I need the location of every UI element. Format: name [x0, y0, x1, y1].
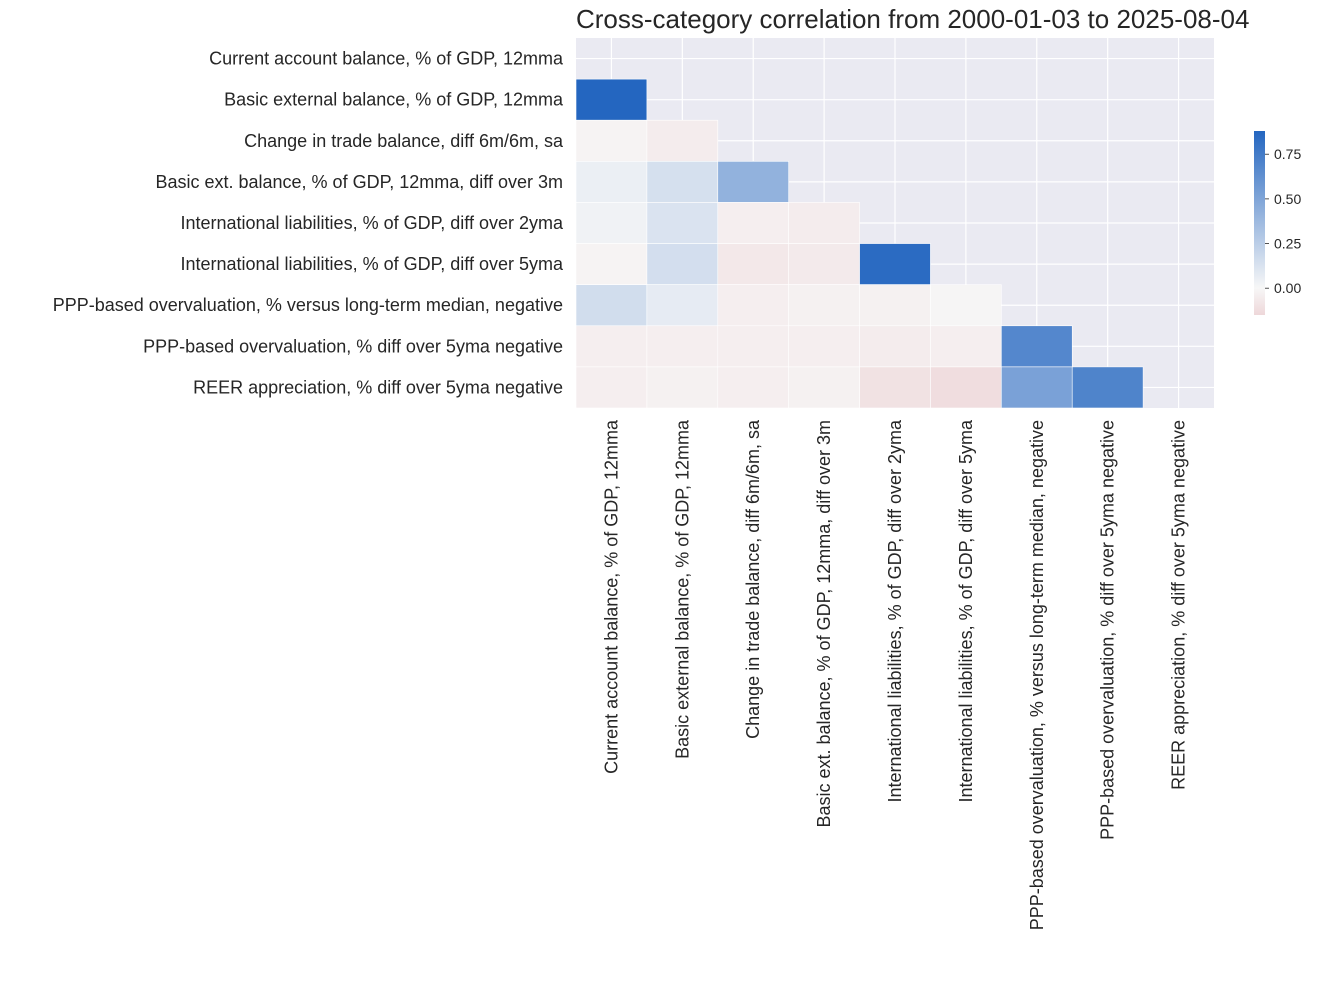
heatmap-cell-r4-c2: International liabilities, % of GDP, dif…	[717, 202, 789, 244]
heatmap-cell-r6-c4: PPP-based overvaluation, % versus long-t…	[859, 284, 931, 327]
colorbar-gradient	[1254, 131, 1265, 315]
column-label: International liabilities, % of GDP, dif…	[885, 419, 905, 803]
column-label: Basic external balance, % of GDP, 12mma	[672, 419, 692, 759]
heatmap-cell-r7-c5: PPP-based overvaluation, % diff over 5ym…	[930, 325, 1002, 368]
row-label: Change in trade balance, diff 6m/6m, sa	[244, 131, 564, 151]
column-label: Basic ext. balance, % of GDP, 12mma, dif…	[814, 420, 834, 828]
colorbar-tick-label: 0.25	[1274, 236, 1301, 252]
heatmap-cell-r6-c0: PPP-based overvaluation, % versus long-t…	[575, 284, 648, 327]
colorbar-tick-label: 0.00	[1274, 280, 1301, 296]
row-label: Current account balance, % of GDP, 12mma	[209, 49, 564, 69]
row-labels: Current account balance, % of GDP, 12mma…	[53, 49, 564, 398]
heatmap-cell-r1-c0: Basic external balance, % of GDP, 12mma …	[575, 78, 648, 121]
heatmap-cell-r8-c0: REER appreciation, % diff over 5yma nega…	[575, 366, 648, 409]
column-labels: Current account balance, % of GDP, 12mma…	[601, 419, 1188, 930]
row-label: Basic ext. balance, % of GDP, 12mma, dif…	[155, 172, 563, 192]
heatmap-cell-r6-c5: PPP-based overvaluation, % versus long-t…	[930, 284, 1002, 327]
heatmap-cell-r5-c1: International liabilities, % of GDP, dif…	[646, 243, 719, 285]
heatmap-cell-r8-c3: REER appreciation, % diff over 5yma nega…	[788, 366, 860, 409]
heatmap-cell-r7-c6: PPP-based overvaluation, % diff over 5ym…	[1001, 325, 1073, 368]
column-label: PPP-based overvaluation, % diff over 5ym…	[1098, 420, 1118, 840]
heatmap-cell-r8-c4: REER appreciation, % diff over 5yma nega…	[859, 366, 931, 409]
row-label: REER appreciation, % diff over 5yma nega…	[193, 377, 563, 397]
heatmap-cell-r8-c5: REER appreciation, % diff over 5yma nega…	[930, 366, 1002, 409]
row-label: International liabilities, % of GDP, dif…	[180, 254, 564, 274]
heatmap-cell-r4-c3: International liabilities, % of GDP, dif…	[788, 202, 860, 244]
column-label: Current account balance, % of GDP, 12mma	[601, 419, 621, 774]
heatmap-cell-r8-c2: REER appreciation, % diff over 5yma nega…	[717, 366, 789, 409]
column-label: International liabilities, % of GDP, dif…	[956, 419, 976, 803]
heatmap-cell-r5-c4: International liabilities, % of GDP, dif…	[859, 243, 931, 285]
heatmap-cell-r4-c1: International liabilities, % of GDP, dif…	[646, 202, 719, 244]
heatmap-cell-r6-c1: PPP-based overvaluation, % versus long-t…	[646, 284, 719, 327]
heatmap-cell-r4-c0: International liabilities, % of GDP, dif…	[575, 202, 648, 244]
heatmap-cell-r6-c3: PPP-based overvaluation, % versus long-t…	[788, 284, 860, 327]
row-label: PPP-based overvaluation, % versus long-t…	[53, 295, 563, 315]
heatmap-cell-r5-c3: International liabilities, % of GDP, dif…	[788, 243, 860, 285]
heatmap-cell-r7-c0: PPP-based overvaluation, % diff over 5ym…	[575, 325, 648, 368]
heatmap-cell-r3-c0: Basic ext. balance, % of GDP, 12mma, dif…	[575, 161, 648, 203]
heatmap-cell-r7-c1: PPP-based overvaluation, % diff over 5ym…	[646, 325, 719, 368]
colorbar: 0.00 0.25 0.50 0.75	[1254, 131, 1301, 315]
column-label: Change in trade balance, diff 6m/6m, sa	[743, 419, 763, 739]
heatmap-cell-r8-c7: REER appreciation, % diff over 5yma nega…	[1071, 366, 1144, 409]
row-label: PPP-based overvaluation, % diff over 5ym…	[143, 336, 563, 356]
column-label: REER appreciation, % diff over 5yma nega…	[1169, 420, 1189, 790]
heatmap-cells: Basic external balance, % of GDP, 12mma …	[575, 38, 1214, 409]
colorbar-tick-label: 0.50	[1274, 191, 1301, 207]
heatmap-cell-r3-c1: Basic ext. balance, % of GDP, 12mma, dif…	[646, 161, 719, 203]
heatmap-cell-r5-c2: International liabilities, % of GDP, dif…	[717, 243, 789, 285]
heatmap-cell-r8-c1: REER appreciation, % diff over 5yma nega…	[646, 366, 719, 409]
heatmap-cell-r6-c2: PPP-based overvaluation, % versus long-t…	[717, 284, 789, 327]
heatmap-cell-r7-c2: PPP-based overvaluation, % diff over 5ym…	[717, 325, 789, 368]
row-label: Basic external balance, % of GDP, 12mma	[224, 90, 564, 110]
colorbar-tick-label: 0.75	[1274, 146, 1301, 162]
heatmap-cell-r7-c3: PPP-based overvaluation, % diff over 5ym…	[788, 325, 860, 368]
column-label: PPP-based overvaluation, % versus long-t…	[1027, 420, 1047, 930]
heatmap-cell-r2-c1: Change in trade balance, diff 6m/6m, sa …	[646, 119, 719, 162]
row-label: International liabilities, % of GDP, dif…	[180, 213, 564, 233]
heatmap-cell-r7-c4: PPP-based overvaluation, % diff over 5ym…	[859, 325, 931, 368]
chart-title: Cross-category correlation from 2000-01-…	[576, 4, 1250, 34]
heatmap-cell-r2-c0: Change in trade balance, diff 6m/6m, sa …	[575, 119, 648, 162]
heatmap-cell-r8-c6: REER appreciation, % diff over 5yma nega…	[1001, 366, 1073, 409]
heatmap-cell-r5-c0: International liabilities, % of GDP, dif…	[575, 243, 648, 285]
heatmap-cell-r3-c2: Basic ext. balance, % of GDP, 12mma, dif…	[717, 161, 789, 203]
